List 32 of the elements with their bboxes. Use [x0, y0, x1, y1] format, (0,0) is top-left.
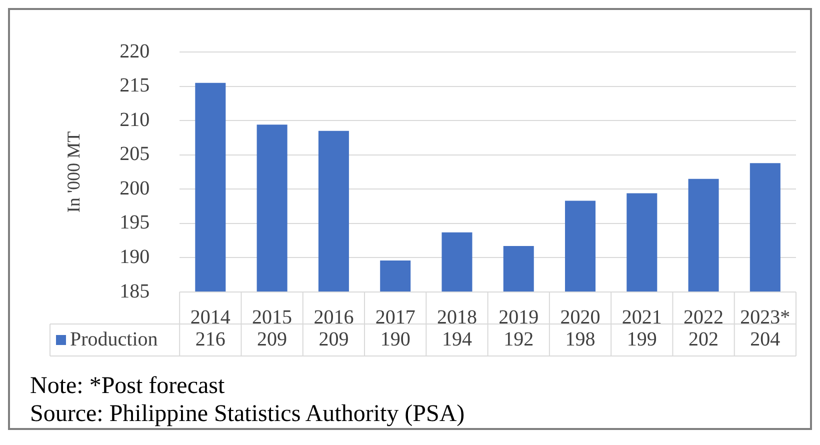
x-tick-label: 2017 — [375, 306, 416, 328]
y-tick-label: 195 — [120, 212, 150, 234]
y-tick-label: 185 — [120, 280, 150, 302]
text: Note: *Post forecast — [29, 372, 226, 400]
data-label: 198 — [565, 328, 596, 350]
y-tick-label: 220 — [120, 40, 150, 62]
x-tick-label: 2020 — [560, 306, 600, 328]
data-label: 209 — [257, 328, 288, 350]
x-tick-label: 2018 — [436, 306, 477, 328]
data-label: 194 — [442, 328, 472, 350]
y-tick-label: 210 — [120, 108, 150, 131]
x-tick-label: 2019 — [498, 306, 539, 328]
x-tick-label: 2021 — [622, 306, 662, 328]
x-tick-label: 2022 — [684, 306, 724, 328]
source-note: Source: Philippine Statistics Authority (PSA) — [29, 400, 466, 428]
x-tick-label: 2023* — [740, 306, 790, 328]
x-tick-label: 2014 — [190, 306, 230, 328]
y-tick-label: 190 — [120, 246, 150, 268]
data-label: 216 — [195, 328, 226, 350]
data-label: 202 — [688, 328, 719, 350]
x-tick-label: 2016 — [314, 306, 354, 328]
y-tick-label: 215 — [120, 74, 150, 97]
data-label: 199 — [626, 328, 657, 350]
data-label: 192 — [504, 328, 534, 350]
legend-label: Production — [70, 328, 158, 350]
y-tick-label: 205 — [120, 143, 150, 166]
y-tick-label: 200 — [120, 177, 150, 200]
y-axis-title: In '000 MT — [64, 131, 84, 213]
x-tick-label: 2015 — [252, 306, 292, 328]
data-label: 204 — [750, 328, 780, 350]
data-label: 190 — [380, 328, 410, 350]
data-label: 209 — [318, 328, 349, 350]
